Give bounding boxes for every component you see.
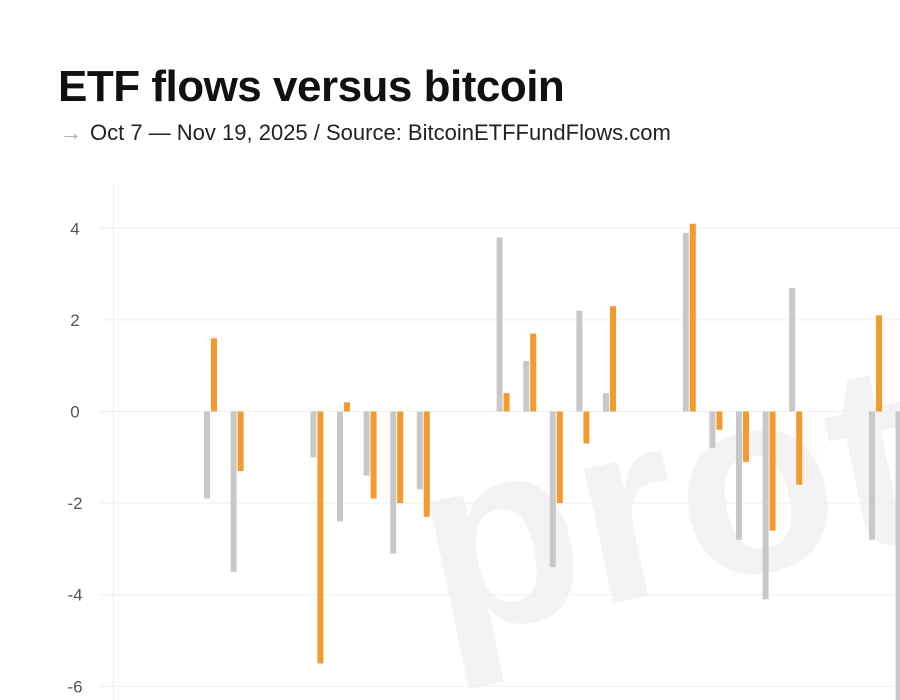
bar-gray [523, 361, 530, 412]
watermark: proto [391, 273, 900, 696]
bar-orange [796, 411, 803, 485]
bar-orange [556, 411, 563, 504]
subtitle-text: Oct 7 — Nov 19, 2025 / Source: BitcoinET… [90, 120, 671, 145]
bar-gray [603, 393, 609, 412]
y-tick-label: 0 [70, 403, 79, 422]
bar-orange [503, 393, 510, 412]
bar-orange [689, 223, 696, 412]
arrow-right-icon: → [60, 120, 82, 145]
bar-gray [204, 411, 210, 499]
bar-gray [762, 411, 769, 600]
bar-orange [583, 411, 590, 444]
y-tick-label: -4 [67, 586, 82, 605]
bar-gray [390, 411, 397, 554]
y-tick-label: 2 [70, 311, 79, 330]
bar-gray [576, 310, 583, 412]
bar-orange [423, 411, 430, 517]
bar-gray [709, 411, 716, 449]
bar-orange [211, 338, 217, 412]
bar-orange [610, 306, 616, 412]
bar-orange [317, 411, 324, 664]
bar-gray [310, 411, 317, 458]
bar-gray [496, 237, 503, 412]
bar-orange [716, 411, 723, 430]
bar-gray [337, 411, 343, 522]
bar-orange [370, 411, 377, 499]
bar-orange [344, 402, 350, 412]
chart-title: ETF flows versus bitcoin [58, 62, 565, 111]
bar-orange [530, 333, 537, 412]
bar-orange [743, 411, 749, 462]
bar-orange [397, 411, 404, 504]
bar-gray [736, 411, 742, 540]
bar-gray [682, 232, 689, 412]
bar-orange [769, 411, 776, 531]
y-tick-label: -6 [67, 677, 82, 696]
bar-gray [363, 411, 370, 476]
bar-gray [416, 411, 423, 490]
chart-subtitle: → Oct 7 — Nov 19, 2025 / Source: BitcoinE… [60, 120, 671, 146]
bar-orange [876, 315, 882, 412]
y-tick-label: -2 [67, 494, 82, 513]
bar-gray [549, 411, 556, 568]
bar-gray [895, 411, 900, 700]
bar-orange [237, 411, 244, 472]
y-tick-label: 4 [70, 219, 79, 238]
bar-gray [789, 287, 796, 412]
bar-gray [230, 411, 237, 572]
bar-gray [869, 411, 875, 540]
